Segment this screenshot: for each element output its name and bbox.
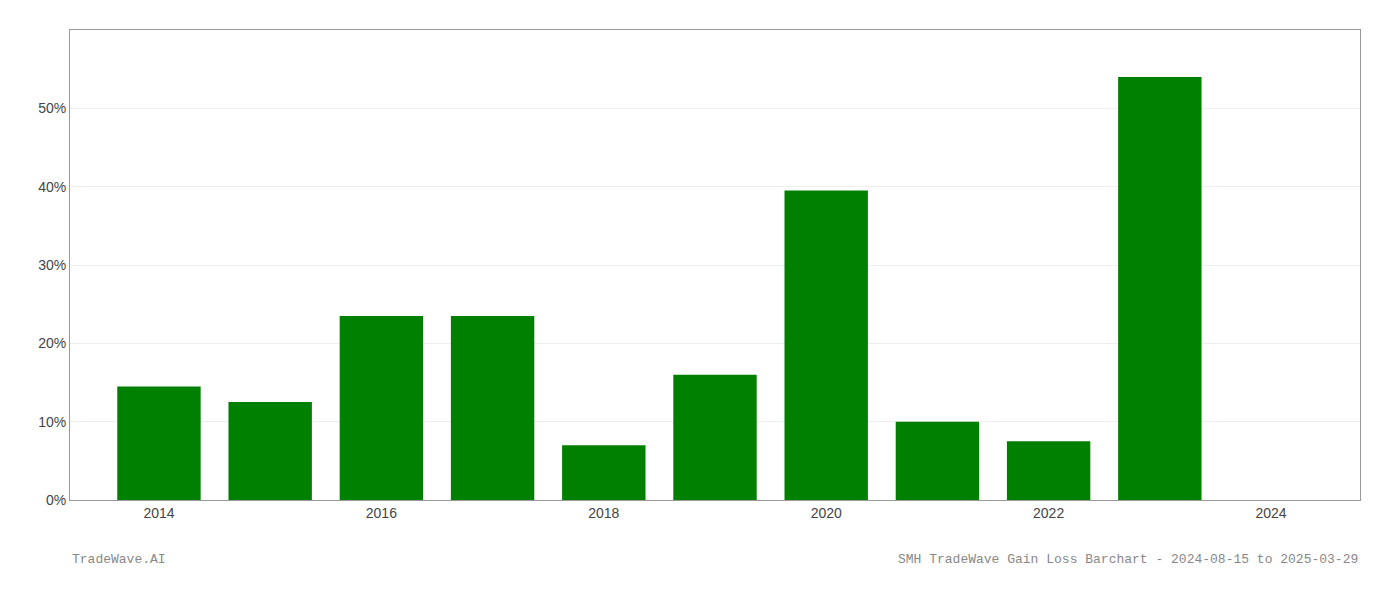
- svg-text:SMH TradeWave Gain Loss Barcha: SMH TradeWave Gain Loss Barchart - 2024-…: [898, 552, 1358, 567]
- svg-text:40%: 40%: [38, 179, 66, 195]
- svg-text:2020: 2020: [811, 505, 842, 521]
- svg-text:20%: 20%: [38, 335, 66, 351]
- svg-text:2018: 2018: [588, 505, 619, 521]
- svg-text:0%: 0%: [46, 492, 66, 508]
- svg-text:10%: 10%: [38, 414, 66, 430]
- svg-text:2016: 2016: [366, 505, 397, 521]
- svg-text:50%: 50%: [38, 100, 66, 116]
- svg-text:2024: 2024: [1255, 505, 1286, 521]
- svg-text:2022: 2022: [1033, 505, 1064, 521]
- svg-text:2014: 2014: [143, 505, 174, 521]
- svg-text:30%: 30%: [38, 257, 66, 273]
- svg-text:TradeWave.AI: TradeWave.AI: [72, 552, 166, 567]
